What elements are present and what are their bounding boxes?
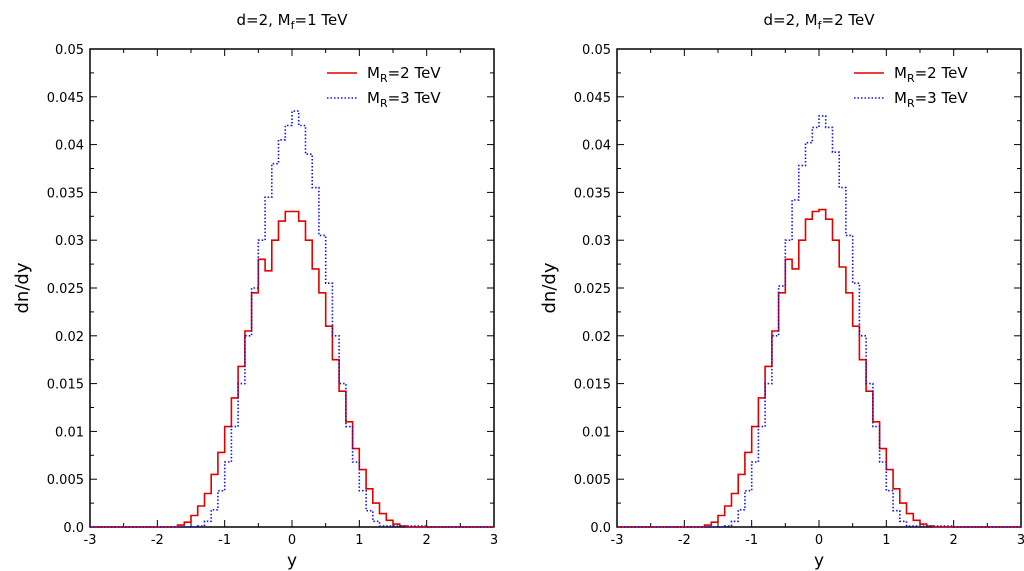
y-tick-label: 0.005	[574, 473, 611, 488]
x-axis-label: y	[287, 551, 297, 571]
y-tick-label: 0.005	[47, 473, 84, 488]
plot-frame	[89, 48, 495, 528]
chart-panel-left: d=2, Mf=1 TeV 0.0 0.005 0.01 0.015 0.02 0.025 0…	[12, 11, 498, 571]
y-tick-label: 0.01	[582, 425, 611, 440]
y-tick-label: 0.02	[582, 330, 611, 345]
title-text: d=2, M	[764, 11, 818, 29]
x-tick-label: -3	[84, 533, 97, 548]
x-tick-label: 3	[1017, 533, 1024, 548]
y-tick-label: 0.04	[55, 139, 84, 154]
title-subscript: f	[291, 19, 296, 32]
title-text: d=2, M	[237, 11, 291, 29]
legend-subscript: R	[907, 97, 915, 110]
legend-text-suffix: =3 TeV	[915, 89, 969, 107]
y-axis-label: dn/dy	[539, 262, 560, 313]
y-tick-label: 0.05	[582, 43, 611, 58]
legend-text: M	[367, 64, 380, 82]
chart-panel-right: d=2, Mf=2 TeV0.00.0050.010.0150.020.0250…	[539, 11, 1024, 571]
x-tick-label: 3	[490, 533, 498, 548]
chart-title: d=2, Mf=2 TeV	[764, 11, 876, 32]
y-tick-label: 0.04	[582, 139, 611, 154]
series-line-mr3	[617, 115, 1021, 528]
title-text-suffix: =2 TeV	[822, 11, 876, 29]
legend-text-suffix: =2 TeV	[915, 64, 969, 82]
x-tick-label: 2	[950, 533, 958, 548]
series-line-mr2	[617, 208, 1021, 528]
y-axis-label: dn/dy	[12, 262, 33, 313]
x-tick-label: 0	[815, 533, 823, 548]
legend-text: M	[367, 89, 380, 107]
x-tick-label: -1	[218, 533, 231, 548]
legend-label: MR=3 TeV	[367, 89, 441, 110]
x-tick-label: -3	[611, 533, 624, 548]
y-tick-label: 0.02	[55, 330, 84, 345]
legend-text-suffix: =3 TeV	[388, 89, 442, 107]
y-tick-label: 0.0	[590, 521, 611, 536]
x-tick-label: -2	[678, 533, 691, 548]
legend-subscript: R	[380, 72, 388, 85]
y-tick-label: 0.045	[47, 91, 84, 106]
plot-frame	[616, 48, 1022, 528]
series-line-mr3	[90, 110, 494, 528]
x-tick-label: -1	[745, 533, 758, 548]
legend-subscript: R	[907, 72, 915, 85]
x-tick-label: -2	[151, 533, 164, 548]
y-tick-label: 0.05	[55, 43, 84, 58]
x-tick-label: 1	[355, 533, 363, 548]
chart-title: d=2, Mf=1 TeV	[237, 11, 349, 32]
title-subscript: f	[818, 19, 823, 32]
x-tick-label: 1	[882, 533, 890, 548]
y-tick-label: 0.01	[55, 425, 84, 440]
y-tick-label: 0.025	[47, 282, 84, 297]
y-tick-label: 0.045	[574, 91, 611, 106]
legend-text-suffix: =2 TeV	[388, 64, 442, 82]
x-tick-label: 0	[288, 533, 296, 548]
y-tick-label: 0.025	[574, 282, 611, 297]
legend-subscript: R	[380, 97, 388, 110]
y-tick-label: 0.03	[582, 234, 611, 249]
y-tick-label: 0.03	[55, 234, 84, 249]
title-text-suffix: =1 TeV	[295, 11, 349, 29]
y-tick-label: 0.035	[47, 186, 84, 201]
x-tick-label: 2	[423, 533, 431, 548]
y-tick-label: 0.035	[574, 186, 611, 201]
legend-label: MR=2 TeV	[367, 64, 441, 85]
y-tick-label: 0.0	[63, 521, 84, 536]
legend-text: M	[894, 89, 907, 107]
x-axis-label: y	[814, 551, 824, 571]
y-tick-label: 0.015	[47, 378, 84, 393]
y-tick-label: 0.015	[574, 378, 611, 393]
legend-label: MR=2 TeV	[894, 64, 968, 85]
series-line-mr2	[90, 210, 494, 528]
legend-text: M	[894, 64, 907, 82]
legend-label: MR=3 TeV	[894, 89, 968, 110]
